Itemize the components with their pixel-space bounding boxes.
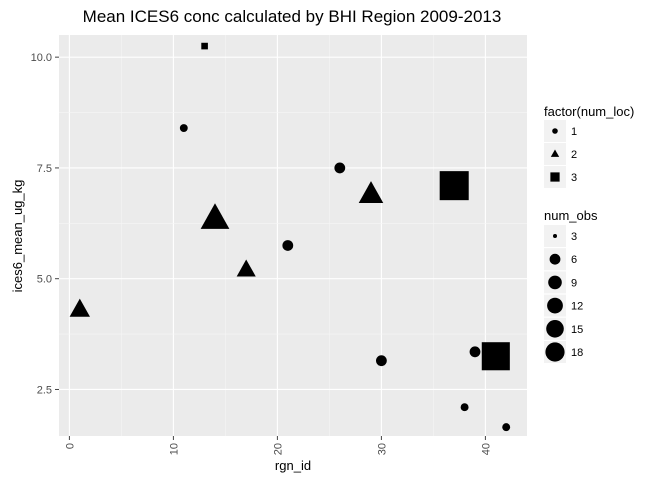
data-point	[469, 346, 481, 358]
legend-num-obs: num_obs 3 6 9 12 15 18	[544, 208, 598, 363]
data-point	[358, 181, 384, 204]
legend-size-circle	[547, 297, 563, 314]
legend-size-circle	[549, 253, 561, 265]
legend-num-obs-label: 9	[571, 277, 577, 289]
data-point	[481, 342, 510, 371]
x-tick-label: 40	[480, 443, 492, 455]
data-point	[502, 423, 511, 432]
legend-num-obs-label: 18	[571, 347, 583, 359]
plot-panel	[59, 35, 527, 436]
x-axis-label: rgn_id	[275, 458, 311, 473]
y-tick-label: 10.0	[31, 52, 52, 64]
legend-num-obs-label: 15	[571, 324, 583, 336]
x-tick-label: 0	[64, 443, 76, 449]
legend-num-obs-label: 3	[571, 231, 577, 243]
x-tick-label: 30	[376, 443, 388, 455]
y-tick-label: 5.0	[37, 274, 52, 286]
data-point	[282, 240, 294, 251]
data-point	[376, 355, 387, 367]
legend-key-circle	[552, 128, 558, 134]
legend-key-square	[550, 172, 560, 182]
x-tick-label: 10	[168, 443, 180, 455]
data-point	[201, 42, 208, 50]
legend-num-obs-label: 12	[571, 301, 583, 313]
data-point	[200, 203, 230, 229]
data-point	[439, 171, 469, 201]
legend-num-loc-label: 1	[571, 126, 577, 138]
data-points	[69, 42, 511, 432]
x-tick-label: 20	[272, 443, 284, 455]
legend-num-obs-title: num_obs	[544, 208, 598, 223]
data-point	[334, 162, 346, 174]
legend-num-loc-label: 3	[571, 172, 577, 184]
legend-num-obs-label: 6	[571, 254, 577, 266]
x-axis: 0 10 20 30 40	[64, 436, 492, 455]
y-axis-label: ices6_mean_ug_kg	[10, 180, 25, 293]
legend-num-loc-title: factor(num_loc)	[544, 104, 634, 119]
legend-key-triangle	[550, 149, 560, 157]
y-axis: 2.5 5.0 7.5 10.0	[31, 52, 59, 396]
legend-num-loc: factor(num_loc) 1 2 3	[544, 104, 634, 188]
grid-lines	[59, 35, 527, 436]
y-tick-label: 2.5	[37, 384, 52, 396]
data-point	[236, 259, 256, 277]
data-point	[460, 403, 469, 412]
legend-size-circle	[553, 234, 557, 238]
legend-num-loc-label: 2	[571, 149, 577, 161]
y-tick-label: 7.5	[37, 163, 52, 175]
data-point	[69, 298, 90, 317]
data-point	[179, 124, 188, 133]
legend-size-circle	[548, 275, 562, 290]
legend-size-circle	[545, 342, 565, 362]
chart-title: Mean ICES6 conc calculated by BHI Region…	[83, 7, 502, 26]
legend-size-circle	[546, 320, 564, 338]
